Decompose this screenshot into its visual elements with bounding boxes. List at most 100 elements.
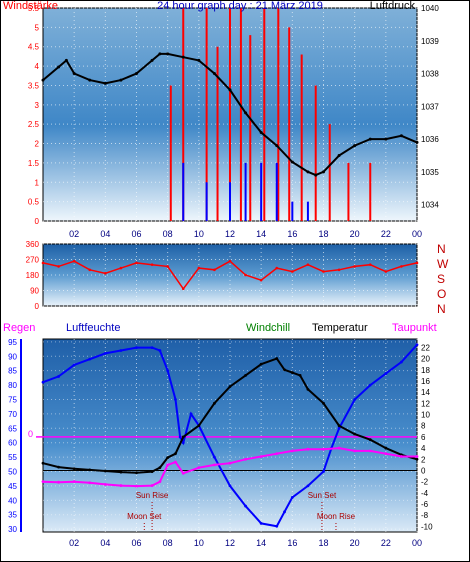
direction-y-tick-label: 180 bbox=[26, 271, 40, 280]
temp-x-tick-label: 14 bbox=[256, 538, 266, 548]
direction-point bbox=[384, 270, 388, 273]
direction-point bbox=[57, 265, 60, 268]
x-tick-label: 02 bbox=[69, 229, 79, 239]
y-right-tick-label: 1037 bbox=[421, 102, 439, 111]
pressure-point bbox=[158, 52, 162, 56]
temperatur-point bbox=[41, 461, 45, 465]
luftfeuchte-point bbox=[119, 349, 123, 352]
y-left-tick-label: 3 bbox=[35, 101, 40, 110]
y-right-tick-label: 1038 bbox=[421, 70, 439, 79]
humidity-tick-label: 60 bbox=[8, 439, 17, 448]
pressure-point bbox=[64, 58, 68, 62]
temperature-tick-label: -6 bbox=[421, 500, 429, 509]
temperatur-point bbox=[103, 469, 107, 473]
temperature-tick-label: 6 bbox=[421, 433, 426, 442]
luftfeuchte-point bbox=[322, 470, 325, 473]
direction-point bbox=[181, 287, 185, 291]
direction-y-tick-label: 0 bbox=[35, 302, 40, 311]
temperatur-point bbox=[213, 401, 216, 405]
pressure-point bbox=[244, 111, 248, 115]
x-tick-label: 04 bbox=[100, 229, 110, 239]
luftfeuchte-point bbox=[158, 349, 162, 352]
pressure-point bbox=[314, 173, 318, 177]
direction-point bbox=[135, 261, 138, 265]
taupunkt-point bbox=[368, 449, 372, 453]
taupunkt-point bbox=[181, 471, 185, 475]
temperatur-point bbox=[306, 387, 310, 391]
pressure-point bbox=[212, 72, 216, 76]
direction-point bbox=[213, 268, 216, 272]
direction-point bbox=[72, 259, 76, 263]
temperatur-point bbox=[181, 435, 185, 439]
luftfeuchte-point bbox=[228, 484, 232, 488]
taupunkt-point bbox=[197, 466, 201, 470]
taupunkt-point bbox=[57, 480, 60, 484]
pressure-line-layer bbox=[41, 52, 419, 177]
temperature-tick-label: -2 bbox=[421, 478, 429, 487]
taupunkt-point bbox=[337, 446, 341, 450]
taupunkt-point bbox=[72, 480, 76, 484]
wind-direction-panel bbox=[42, 243, 418, 307]
sun-moon-annotations: Sun Rise Moon Set Sun Set Moon Rise bbox=[127, 491, 356, 532]
taupunkt-point bbox=[119, 484, 123, 487]
direction-point bbox=[259, 278, 263, 282]
legend-temperature: Temperatur bbox=[312, 322, 368, 334]
legend-windchill: Windchill bbox=[246, 322, 290, 334]
pressure-label: Luftdruck bbox=[370, 0, 416, 12]
taupunkt-point bbox=[259, 455, 263, 458]
humidity-tick-label: 70 bbox=[8, 410, 17, 419]
taupunkt-point bbox=[103, 483, 107, 486]
direction-point bbox=[228, 259, 232, 263]
temperatur-point bbox=[283, 368, 286, 372]
luftfeuchte-point bbox=[244, 504, 247, 508]
luftfeuchte-point bbox=[178, 435, 182, 439]
direction-point bbox=[88, 268, 92, 272]
pressure-point bbox=[72, 72, 76, 76]
humidity-tick-label: 65 bbox=[8, 424, 17, 433]
humidity-tick-label: 75 bbox=[8, 395, 17, 404]
temperatur-point bbox=[72, 467, 76, 471]
temperature-tick-label: -8 bbox=[421, 511, 429, 520]
taupunkt-point bbox=[322, 447, 325, 451]
temperatur-point bbox=[197, 424, 201, 428]
pressure-point bbox=[259, 131, 263, 135]
direction-axes: 0 90 180 270 360 bbox=[26, 240, 40, 311]
y-left-tick-label: 4.5 bbox=[28, 43, 40, 52]
temperature-tick-label: 18 bbox=[421, 366, 430, 375]
x-tick-label: 08 bbox=[163, 229, 173, 239]
temperatur-point bbox=[353, 432, 357, 436]
luftfeuchte-point bbox=[415, 343, 419, 347]
temperature-tick-label: -10 bbox=[421, 522, 433, 531]
luftfeuchte-point bbox=[353, 398, 357, 401]
taupunkt-point bbox=[213, 463, 216, 467]
pressure-point bbox=[306, 170, 310, 174]
direction-letter-n-bottom: N bbox=[437, 302, 446, 316]
taupunkt-point bbox=[384, 452, 388, 456]
x-tick-label: 06 bbox=[131, 229, 141, 239]
taupunkt-point bbox=[228, 461, 232, 465]
x-tick-label: 20 bbox=[350, 229, 360, 239]
page-title: 24 hour graph day : 21 März 2019 bbox=[157, 0, 323, 12]
humidity-tick-label: 30 bbox=[8, 525, 17, 534]
temp-x-tick-label: 12 bbox=[225, 538, 235, 548]
direction-point bbox=[275, 266, 279, 270]
direction-point bbox=[166, 265, 169, 268]
pressure-point bbox=[275, 144, 279, 148]
luftfeuchte-point bbox=[135, 346, 138, 350]
luftfeuchte-point bbox=[337, 426, 341, 430]
moon-rise-label: Moon Rise bbox=[317, 512, 356, 521]
pressure-point bbox=[353, 144, 357, 148]
luftfeuchte-point bbox=[283, 510, 286, 514]
taupunkt-point bbox=[400, 455, 403, 458]
temperature-tick-label: 8 bbox=[421, 422, 426, 431]
luftfeuchte-point bbox=[400, 360, 403, 364]
temp-x-tick-label: 16 bbox=[287, 538, 297, 548]
temperatur-point bbox=[275, 357, 279, 360]
temperatur-point bbox=[119, 470, 123, 474]
temperature-tick-label: 0 bbox=[421, 466, 426, 475]
y-right-tick-label: 1035 bbox=[421, 168, 439, 177]
x-tick-label: 16 bbox=[287, 229, 297, 239]
luftfeuchte-point bbox=[103, 352, 107, 355]
pressure-point bbox=[322, 170, 325, 174]
pressure-line bbox=[42, 52, 418, 177]
